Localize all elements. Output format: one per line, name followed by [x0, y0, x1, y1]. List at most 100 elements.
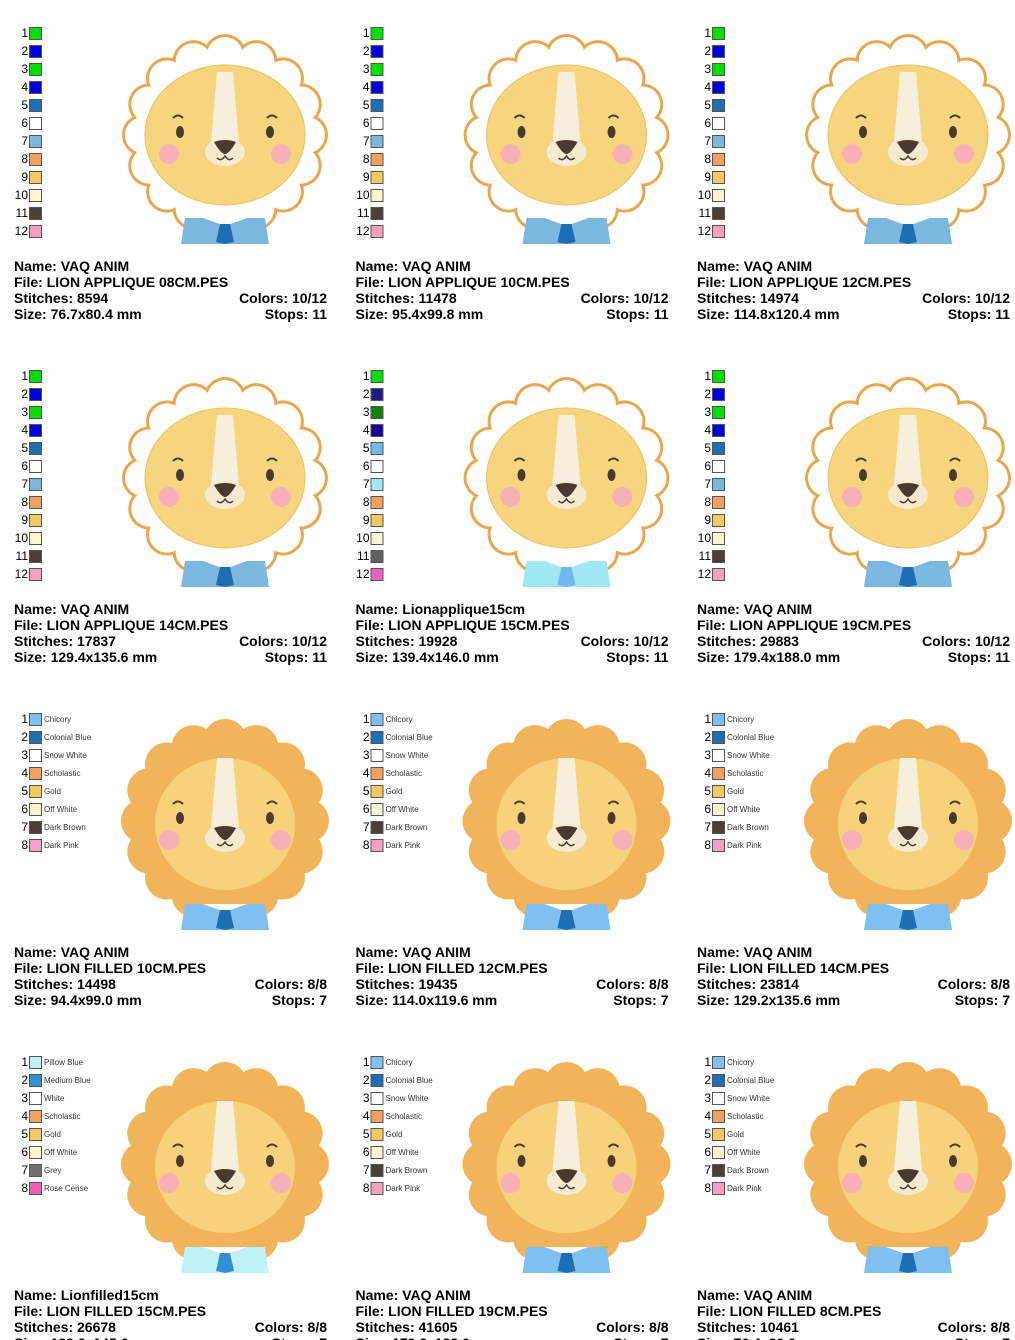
info-stops: Stops: 7 [955, 1335, 1010, 1340]
cheek [271, 144, 291, 164]
mouth [557, 840, 576, 847]
thread-swatch [712, 1128, 725, 1141]
thread-swatch [29, 27, 42, 40]
thread-swatch [370, 370, 384, 383]
thread-swatch [712, 406, 725, 419]
nose-stripe [211, 415, 239, 485]
thread-swatch [29, 1074, 42, 1087]
tie [557, 224, 576, 244]
eye [949, 1155, 957, 1167]
thread-swatch [370, 803, 384, 816]
info-value: 7 [1002, 1335, 1010, 1340]
thread-swatch [29, 442, 42, 455]
thread-number: 2 [21, 730, 28, 744]
thread-number: 5 [704, 1127, 711, 1141]
cheek [500, 830, 521, 850]
info-label: Stops: [265, 306, 309, 322]
thread-number: 2 [363, 387, 370, 401]
info-label: Name: [697, 601, 740, 617]
mouth [899, 154, 917, 161]
info-label: Colors: [239, 290, 288, 306]
thread-number: 2 [704, 44, 711, 58]
thread-name: Gold [44, 1130, 61, 1139]
thread-name: Dark Brown [386, 1166, 428, 1175]
info-colors: Colors: 10/12 [581, 290, 669, 306]
brow [855, 457, 867, 462]
thread-swatch [370, 135, 384, 148]
info-stitches: Stitches: 23814 [697, 976, 799, 992]
info-label: Size: [14, 992, 47, 1008]
info-label: File: [14, 960, 43, 976]
nose-stripe [211, 1101, 239, 1171]
info-name: Name: VAQ ANIM [697, 944, 812, 960]
thread-number: 4 [21, 80, 28, 94]
thread-swatch [370, 225, 384, 238]
thread-number: 4 [363, 80, 370, 94]
thread-number: 4 [21, 423, 28, 437]
info-value: 10/12 [633, 633, 668, 649]
thread-swatch [29, 713, 42, 726]
thread-number: 7 [363, 820, 370, 834]
info-size: Size: 139.4x146.0 mm [356, 649, 499, 665]
thread-name: Gold [386, 1130, 403, 1139]
info-label: Colors: [255, 1319, 304, 1335]
thread-name: Chicory [386, 715, 413, 724]
info-size: Size: 179.2x188.0 mm [356, 1335, 499, 1340]
thread-name: Snow White [386, 1094, 429, 1103]
info-name: Name: VAQ ANIM [697, 258, 812, 274]
info-label: Size: [14, 649, 47, 665]
thread-swatch [370, 821, 384, 834]
tie [899, 224, 917, 244]
info-label: File: [356, 274, 385, 290]
eye [859, 812, 867, 824]
thread-number: 1 [363, 712, 370, 726]
info-label: Size: [14, 1335, 47, 1340]
thread-swatch [29, 496, 42, 509]
info-label: Stitches: [356, 976, 415, 992]
thread-swatch [712, 171, 725, 184]
nose [555, 483, 578, 497]
info-value: 10461 [760, 1319, 799, 1335]
info-value: 8/8 [308, 976, 328, 992]
thread-number: 7 [21, 134, 28, 148]
thread-number: 12 [15, 567, 29, 581]
thread-name: Dark Pink [386, 841, 422, 850]
info-stops: Stops: 7 [613, 992, 668, 1008]
info-label: File: [14, 1303, 43, 1319]
thread-swatch [29, 839, 42, 852]
thread-swatch [370, 1128, 384, 1141]
thread-swatch [29, 460, 42, 473]
info-label: Stops: [272, 992, 316, 1008]
thread-swatch [29, 550, 42, 563]
tie [899, 910, 917, 930]
brow [266, 800, 278, 805]
info-stops: Stops: 11 [606, 306, 668, 322]
thread-number: 5 [704, 784, 711, 798]
thread-swatch [370, 785, 384, 798]
mouth [899, 1183, 917, 1190]
info-value: 10/12 [975, 633, 1010, 649]
collar [544, 1247, 589, 1255]
info-label: Size: [697, 992, 730, 1008]
info-value: 7 [1002, 992, 1010, 1008]
info-label: Name: [356, 601, 399, 617]
thread-number: 10 [356, 531, 370, 545]
thread-name: Colonial Blue [386, 1076, 434, 1085]
thread-number: 5 [21, 98, 28, 112]
thread-number: 5 [21, 1127, 28, 1141]
thread-number: 8 [704, 1181, 711, 1195]
brow [949, 1143, 961, 1148]
tie [899, 567, 917, 587]
nose-stripe [211, 72, 239, 142]
info-value: 10/12 [633, 290, 668, 306]
cheek [159, 1173, 179, 1193]
thread-swatch [712, 803, 725, 816]
info-stitches: Stitches: 11478 [356, 290, 457, 306]
info-label: Name: [356, 944, 399, 960]
info-label: Stops: [613, 992, 657, 1008]
nose-stripe [552, 72, 581, 142]
info-stops: Stops: 7 [272, 992, 327, 1008]
thread-number: 12 [356, 224, 370, 238]
